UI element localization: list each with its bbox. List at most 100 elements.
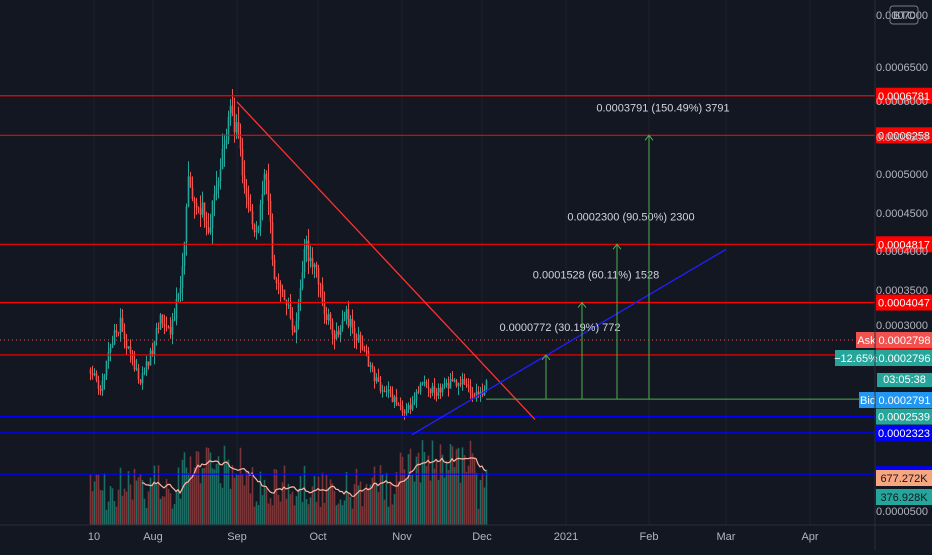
candle-body (232, 106, 234, 113)
candle-body (380, 382, 382, 391)
volume-bar (442, 455, 444, 525)
volume-bar (170, 493, 172, 525)
candle-body (144, 372, 146, 373)
volume-bar (350, 497, 352, 525)
volume-bar (246, 471, 248, 525)
volume-bar (172, 509, 174, 525)
candle-body (270, 201, 272, 222)
candle-body (238, 122, 240, 137)
candle-body (388, 389, 390, 391)
candle-body (370, 365, 372, 366)
volume-bar (236, 474, 238, 525)
volume-bar (160, 499, 162, 525)
candle-body (478, 392, 480, 395)
candle-body (386, 391, 388, 392)
candle-body (104, 375, 106, 380)
volume-bar (412, 475, 414, 525)
bid-tag: Bid (860, 395, 876, 407)
volume-bar (118, 490, 120, 525)
candle-body (198, 207, 200, 208)
volume-bar (148, 491, 150, 525)
candle-body (194, 199, 196, 203)
candle-body (182, 266, 184, 288)
symbol-badge-label: BTC (893, 10, 915, 22)
volume-bar (272, 505, 274, 525)
candle-body (362, 343, 364, 350)
candle-body (212, 201, 214, 228)
volume-bar (478, 509, 480, 525)
candle-body (430, 389, 432, 394)
volume-value: 376.928K (880, 492, 928, 504)
candle-body (264, 174, 266, 194)
volume-bar (216, 464, 218, 525)
volume-bar (120, 468, 122, 525)
candle-body (304, 249, 306, 272)
candle-body (288, 305, 290, 306)
volume-bar (168, 489, 170, 525)
candle-body (92, 374, 94, 375)
volume-bar (268, 504, 270, 525)
candle-body (464, 379, 466, 384)
volume-bar (104, 473, 106, 525)
volume-bar (98, 475, 100, 525)
volume-bar (208, 448, 210, 525)
candle-body (300, 288, 302, 303)
candle-body (368, 351, 370, 367)
candle-body (486, 381, 488, 389)
volume-bar (220, 483, 222, 525)
volume-bar (298, 489, 300, 525)
candle-body (130, 346, 132, 353)
volume-bar (428, 455, 430, 525)
y-tick-label: 0.0000500 (876, 506, 928, 518)
candle-body (294, 330, 296, 333)
candle-body (460, 383, 462, 384)
candle-body (426, 382, 428, 387)
volume-bar (302, 502, 304, 525)
volume-bar (194, 467, 196, 525)
volume-bar (156, 485, 158, 525)
candle-body (276, 279, 278, 283)
candle-body (260, 204, 262, 227)
volume-bar (378, 492, 380, 525)
volume-bar (122, 496, 124, 525)
volume-bar (254, 506, 256, 525)
last-price: 0.0002796 (879, 353, 931, 365)
volume-bar (184, 452, 186, 525)
volume-bar (288, 484, 290, 525)
x-tick-label: Feb (640, 531, 659, 543)
volume-bar (382, 474, 384, 525)
candle-body (420, 384, 422, 391)
candle-body (158, 328, 160, 329)
candle-body (400, 405, 402, 406)
volume-bar (228, 460, 230, 525)
volume-bar (364, 490, 366, 525)
candle-body (128, 346, 130, 348)
volume-bar (152, 484, 154, 525)
volume-bar (128, 471, 130, 525)
volume-bar (162, 496, 164, 525)
volume-bar (202, 468, 204, 525)
candle-body (146, 361, 148, 372)
candle-body (174, 319, 176, 320)
candle-body (170, 327, 172, 335)
candle-body (332, 322, 334, 334)
candle-body (102, 380, 104, 390)
candle-body (354, 328, 356, 338)
volume-bar (342, 505, 344, 525)
x-tick-label: Oct (309, 531, 326, 543)
volume-bar (270, 498, 272, 525)
candle-body (138, 368, 140, 379)
volume-bar (318, 477, 320, 525)
volume-bar (234, 478, 236, 525)
volume-bar (124, 489, 126, 525)
volume-bar (430, 481, 432, 525)
candle-body (442, 386, 444, 392)
candle-body (344, 319, 346, 320)
volume-bar (180, 499, 182, 525)
downtrend-line (237, 102, 535, 420)
volume-bar (466, 472, 468, 525)
candle-body (310, 258, 312, 261)
candle-body (346, 309, 348, 319)
volume-bar (276, 470, 278, 525)
